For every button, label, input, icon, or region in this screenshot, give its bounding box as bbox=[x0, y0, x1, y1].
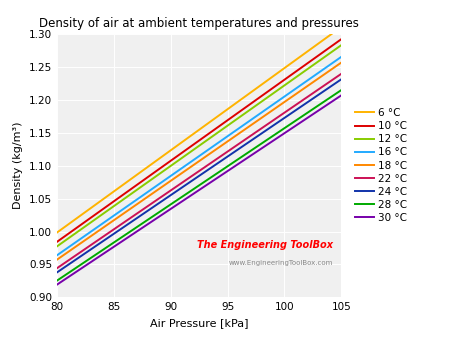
28 °C bbox=[222, 166, 228, 170]
6 °C bbox=[55, 230, 61, 234]
6 °C bbox=[228, 105, 234, 109]
Line: 28 °C: 28 °C bbox=[57, 90, 341, 281]
22 °C bbox=[312, 90, 318, 94]
16 °C bbox=[338, 55, 344, 59]
Line: 16 °C: 16 °C bbox=[57, 57, 341, 256]
22 °C bbox=[55, 266, 61, 270]
Text: The Engineering ToolBox: The Engineering ToolBox bbox=[197, 240, 333, 250]
28 °C bbox=[294, 118, 300, 122]
30 °C bbox=[338, 93, 344, 97]
Line: 12 °C: 12 °C bbox=[57, 45, 341, 246]
28 °C bbox=[312, 106, 318, 110]
24 °C bbox=[223, 155, 229, 160]
Line: 10 °C: 10 °C bbox=[57, 39, 341, 242]
30 °C bbox=[54, 283, 60, 287]
10 °C bbox=[228, 116, 234, 120]
12 °C bbox=[338, 43, 344, 47]
X-axis label: Air Pressure [kPa]: Air Pressure [kPa] bbox=[150, 318, 248, 328]
10 °C bbox=[222, 120, 228, 124]
12 °C bbox=[312, 62, 318, 66]
22 °C bbox=[294, 102, 300, 106]
22 °C bbox=[222, 151, 228, 155]
10 °C bbox=[54, 240, 60, 244]
30 °C bbox=[223, 170, 229, 174]
28 °C bbox=[228, 162, 234, 166]
22 °C bbox=[338, 72, 344, 76]
28 °C bbox=[223, 165, 229, 169]
16 °C bbox=[55, 253, 61, 257]
18 °C bbox=[55, 257, 61, 261]
12 °C bbox=[54, 244, 60, 248]
Line: 22 °C: 22 °C bbox=[57, 74, 341, 268]
18 °C bbox=[222, 141, 228, 145]
18 °C bbox=[312, 79, 318, 83]
30 °C bbox=[228, 167, 234, 171]
Legend: 6 °C, 10 °C, 12 °C, 16 °C, 18 °C, 22 °C, 24 °C, 28 °C, 30 °C: 6 °C, 10 °C, 12 °C, 16 °C, 18 °C, 22 °C,… bbox=[355, 108, 407, 223]
6 °C bbox=[338, 25, 344, 29]
28 °C bbox=[54, 279, 60, 283]
12 °C bbox=[294, 75, 300, 79]
22 °C bbox=[54, 266, 60, 270]
10 °C bbox=[338, 37, 344, 41]
18 °C bbox=[54, 258, 60, 262]
30 °C bbox=[294, 123, 300, 127]
12 °C bbox=[222, 125, 228, 129]
6 °C bbox=[54, 231, 60, 235]
28 °C bbox=[338, 88, 344, 92]
Line: 24 °C: 24 °C bbox=[57, 79, 341, 272]
24 °C bbox=[312, 95, 318, 99]
Line: 30 °C: 30 °C bbox=[57, 95, 341, 285]
Line: 18 °C: 18 °C bbox=[57, 63, 341, 260]
10 °C bbox=[312, 56, 318, 60]
10 °C bbox=[294, 69, 300, 73]
30 °C bbox=[55, 282, 61, 286]
6 °C bbox=[222, 109, 228, 113]
12 °C bbox=[228, 121, 234, 125]
12 °C bbox=[55, 244, 61, 248]
6 °C bbox=[312, 44, 318, 48]
30 °C bbox=[312, 111, 318, 115]
16 °C bbox=[312, 73, 318, 77]
16 °C bbox=[54, 254, 60, 258]
18 °C bbox=[338, 61, 344, 65]
24 °C bbox=[55, 270, 61, 274]
16 °C bbox=[228, 132, 234, 136]
Text: www.EngineeringToolBox.com: www.EngineeringToolBox.com bbox=[228, 260, 333, 266]
10 °C bbox=[223, 119, 229, 123]
16 °C bbox=[222, 136, 228, 140]
10 °C bbox=[55, 239, 61, 243]
24 °C bbox=[228, 152, 234, 156]
Title: Density of air at ambient temperatures and pressures: Density of air at ambient temperatures a… bbox=[39, 17, 359, 30]
24 °C bbox=[294, 107, 300, 112]
Line: 6 °C: 6 °C bbox=[57, 27, 341, 233]
6 °C bbox=[294, 57, 300, 61]
22 °C bbox=[223, 150, 229, 154]
16 °C bbox=[223, 135, 229, 139]
30 °C bbox=[222, 171, 228, 175]
22 °C bbox=[228, 147, 234, 151]
18 °C bbox=[294, 92, 300, 96]
24 °C bbox=[222, 156, 228, 160]
28 °C bbox=[55, 278, 61, 282]
12 °C bbox=[223, 125, 229, 129]
Y-axis label: Density (kg/m³): Density (kg/m³) bbox=[13, 122, 23, 209]
6 °C bbox=[223, 108, 229, 112]
18 °C bbox=[228, 137, 234, 141]
16 °C bbox=[294, 86, 300, 90]
24 °C bbox=[338, 77, 344, 81]
24 °C bbox=[54, 270, 60, 274]
18 °C bbox=[223, 140, 229, 144]
